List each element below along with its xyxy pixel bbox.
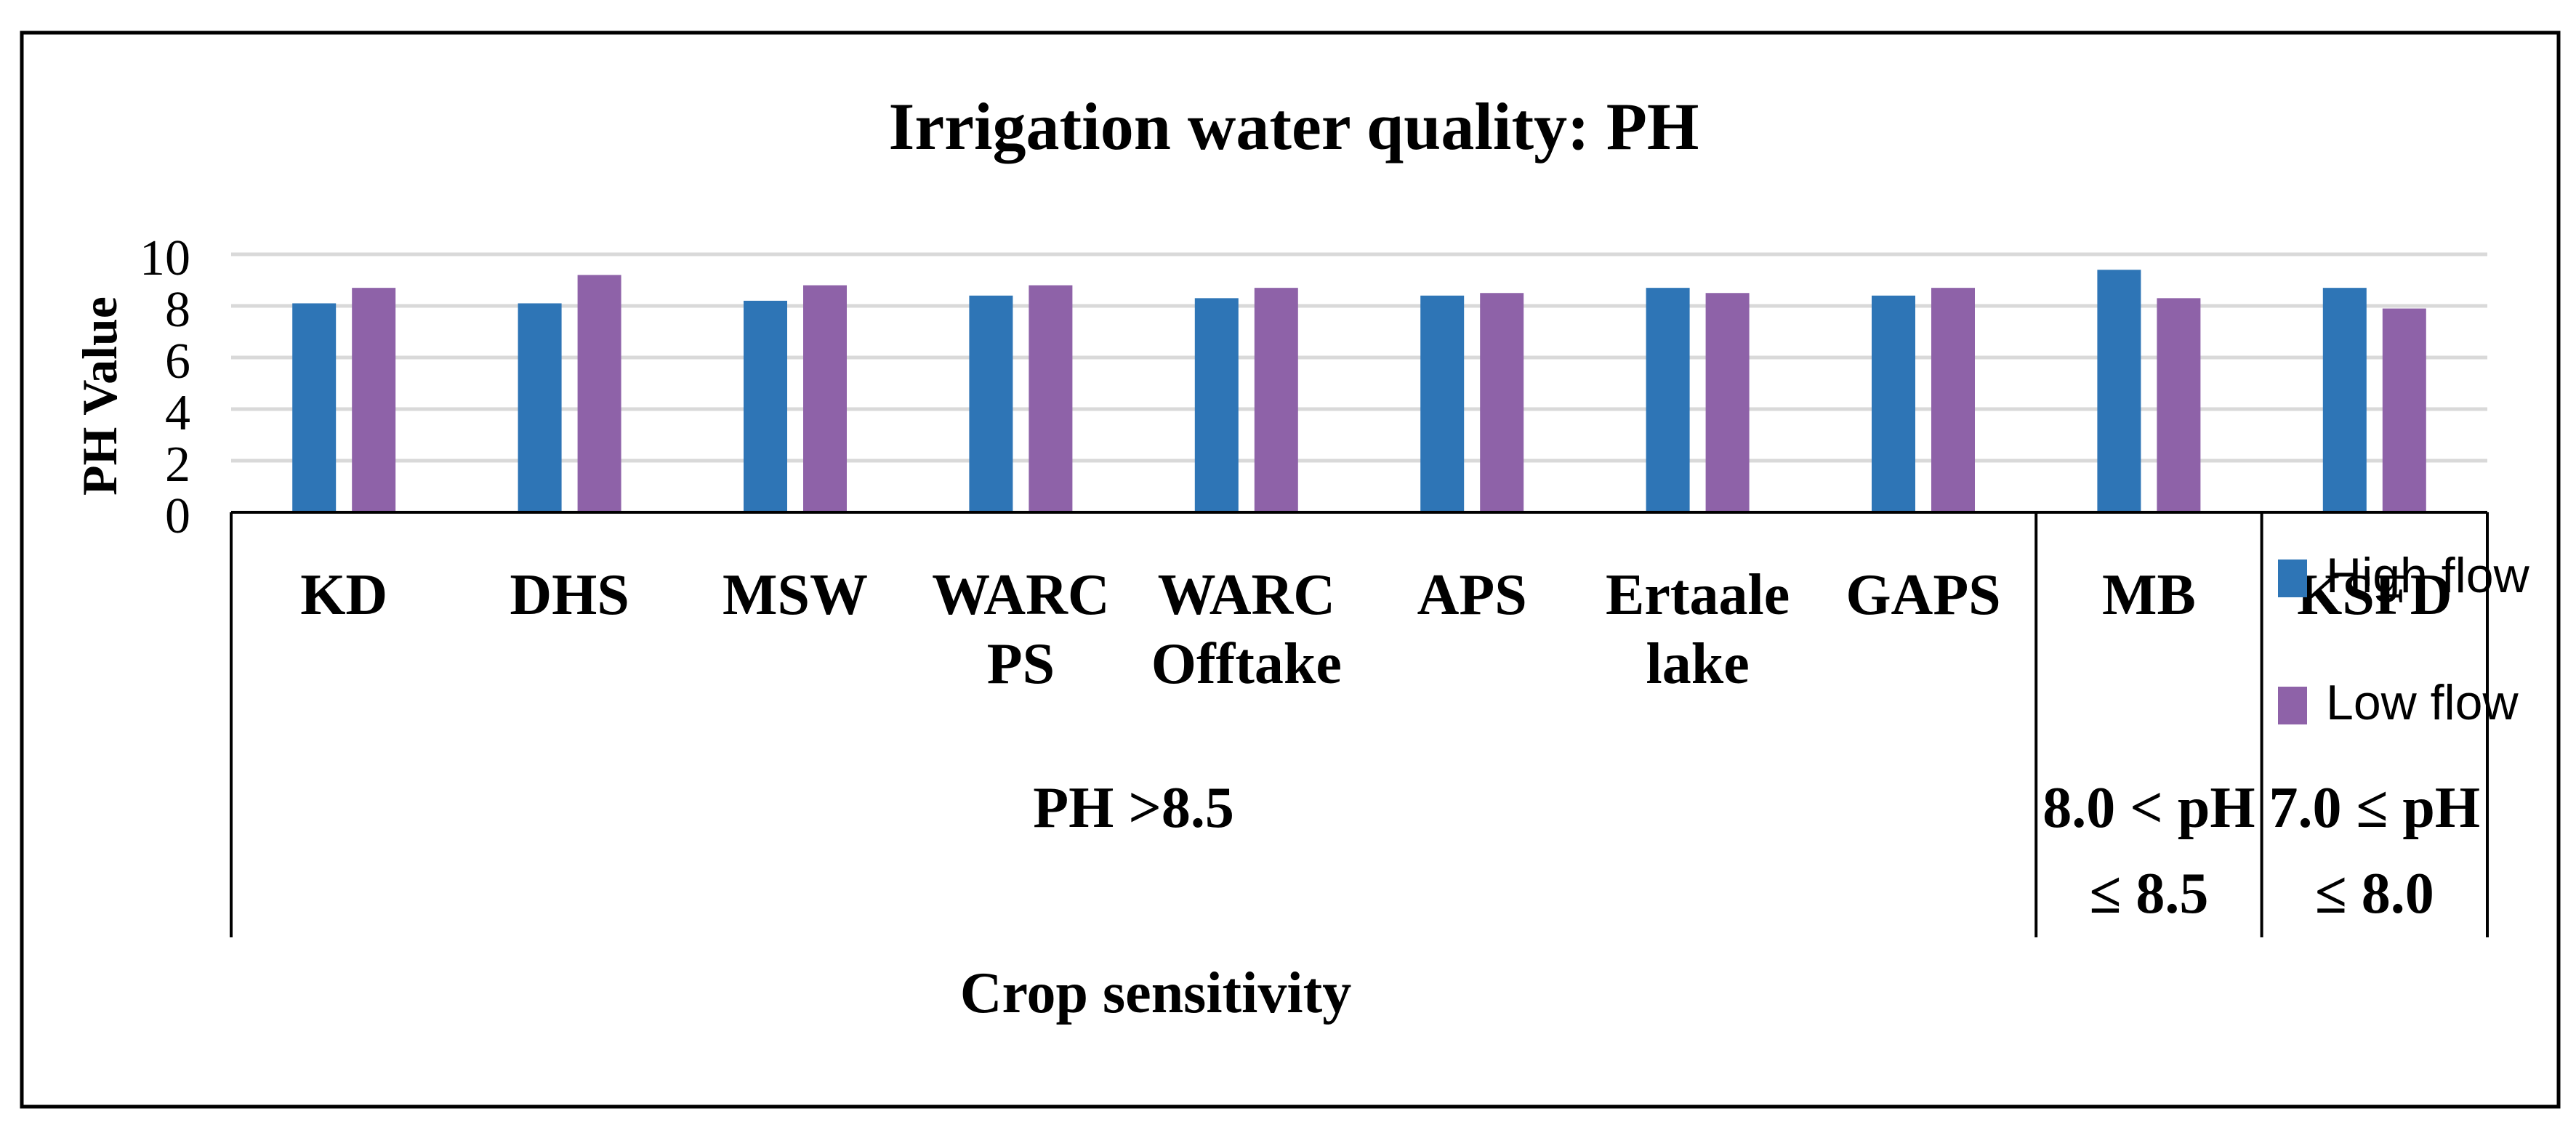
bar-low-flow xyxy=(1931,288,1975,512)
category-label: Ertaale lake xyxy=(1606,563,1790,696)
bar-high-flow xyxy=(1420,295,1465,512)
legend-swatch xyxy=(2278,687,2307,724)
group-label: 8.0 < pH ≤ 8.5 xyxy=(2042,776,2255,926)
bars xyxy=(292,270,2426,512)
category-label: WARC Offtake xyxy=(1151,563,1342,696)
bar-low-flow xyxy=(1254,288,1298,512)
legend-label: High flow xyxy=(2326,548,2530,603)
y-tick-label: 8 xyxy=(165,282,190,338)
bar-high-flow xyxy=(2097,270,2141,512)
y-tick-label: 2 xyxy=(165,437,190,493)
bar-low-flow xyxy=(2382,308,2426,512)
legend: High flow Low flow xyxy=(2278,548,2530,730)
category-label: MSW xyxy=(723,563,868,627)
bar-low-flow xyxy=(2157,298,2201,512)
bar-low-flow xyxy=(1480,293,1524,512)
category-labels: KD DHS MSW WARC PS WARC Offtake APS Ertaale lake G… xyxy=(300,563,2452,696)
category-label: DHS xyxy=(510,563,629,627)
y-tick-label: 6 xyxy=(165,334,190,389)
bar-low-flow xyxy=(1705,293,1750,512)
legend-label: Low flow xyxy=(2326,675,2519,730)
category-label: KD xyxy=(300,563,387,627)
bar-high-flow xyxy=(744,300,787,512)
bar-high-flow xyxy=(2322,288,2367,512)
chart-frame xyxy=(20,31,2561,1109)
category-label: WARC PS xyxy=(932,563,1109,696)
y-tick-label: 4 xyxy=(165,385,190,441)
axis-lines xyxy=(230,511,2489,937)
group-label: PH >8.5 xyxy=(1033,776,1234,840)
bar-high-flow xyxy=(1194,298,1239,512)
group-labels: PH >8.5 8.0 < pH ≤ 8.57.0 ≤ pH ≤ 8.0 xyxy=(1033,776,2480,926)
bar-high-flow xyxy=(969,295,1013,512)
y-tick-label: 0 xyxy=(165,488,190,544)
category-label: MB xyxy=(2102,563,2196,627)
chart-title: Irrigation water quality: PH xyxy=(889,89,1699,163)
bar-high-flow xyxy=(292,303,337,512)
x-axis-label: Crop sensitivity xyxy=(960,961,1352,1025)
bar-low-flow xyxy=(803,285,847,512)
group-label: 7.0 ≤ pH ≤ 8.0 xyxy=(2269,776,2480,926)
bar-low-flow xyxy=(1029,285,1073,512)
bar-low-flow xyxy=(577,275,621,512)
bar-high-flow xyxy=(1646,288,1690,512)
bar-low-flow xyxy=(352,288,396,512)
bar-high-flow xyxy=(518,303,562,512)
legend-swatch xyxy=(2278,560,2307,597)
bar-high-flow xyxy=(1872,295,1915,512)
category-label: APS xyxy=(1417,563,1527,627)
y-tick-label: 10 xyxy=(140,230,190,286)
y-axis-label: PH Value xyxy=(72,296,127,496)
category-label: GAPS xyxy=(1846,563,2000,627)
category-label: KSFD xyxy=(2297,563,2452,627)
